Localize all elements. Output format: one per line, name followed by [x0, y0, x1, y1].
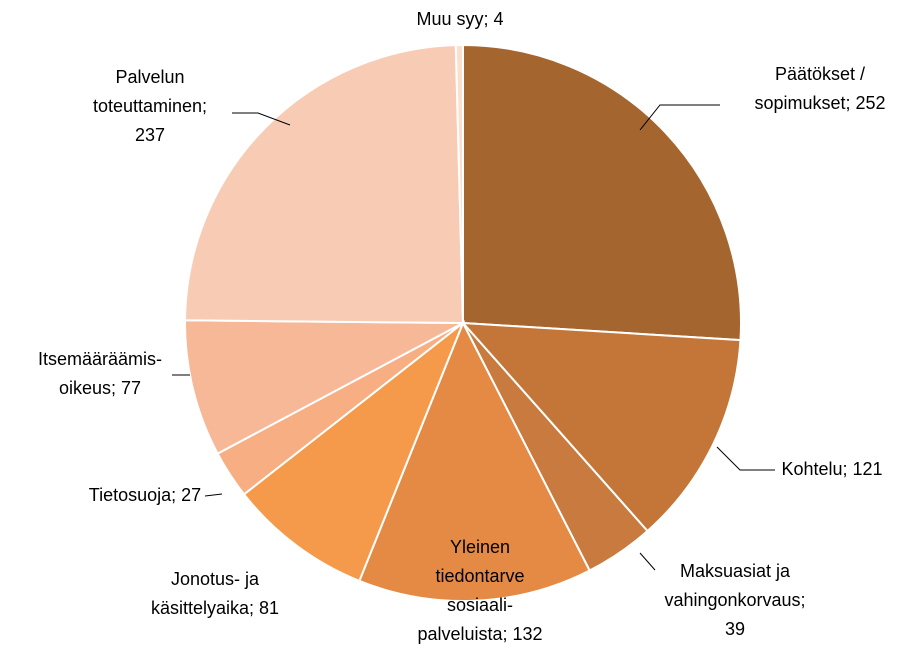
- leader-line: [232, 112, 291, 126]
- pie-slice: [454, 43, 464, 324]
- pie-slice: [358, 320, 591, 602]
- value-label: 132: [513, 624, 543, 644]
- pie-slice: [184, 319, 464, 455]
- label-line: Tietosuoja;: [89, 485, 176, 505]
- category-label: Palvelun toteuttaminen;: [93, 67, 207, 116]
- leader-line: [639, 104, 720, 131]
- category-label: Kohtelu;: [781, 459, 847, 479]
- value-label: 27: [181, 485, 201, 505]
- pie-slice: [184, 44, 465, 325]
- pie-slice: [242, 319, 466, 583]
- label-line: Yleinen: [450, 537, 510, 557]
- data-label: Yleinen tiedontarve sosiaali-palveluista; 1…: [417, 537, 542, 644]
- label-line: sopimukset;: [754, 93, 850, 113]
- data-label: Maksuasiat ja vahingonkorvaus; 39: [664, 561, 805, 639]
- label-line: Jonotus- ja: [171, 569, 260, 589]
- category-label: Jonotus- ja käsittelyaika;: [151, 569, 260, 618]
- label-line: sosiaali-: [447, 595, 513, 615]
- category-label: Tietosuoja;: [89, 485, 176, 505]
- data-label: Muu syy; 4: [416, 9, 503, 29]
- leader-line: [639, 552, 656, 571]
- label-line: Muu syy;: [416, 9, 488, 29]
- label-line: Kohtelu;: [781, 459, 847, 479]
- category-label: Yleinen tiedontarve sosiaali-palveluista;: [417, 537, 524, 644]
- label-line: käsittelyaika;: [151, 598, 254, 618]
- category-label: Muu syy;: [416, 9, 488, 29]
- value-label: 81: [259, 598, 279, 618]
- pie-slice: [462, 43, 742, 342]
- value-label: 121: [853, 459, 883, 479]
- category-label: Päätökset / sopimukset;: [754, 64, 865, 113]
- data-label: Itsemääräämis-oikeus; 77: [38, 349, 162, 398]
- value-label: 39: [725, 619, 745, 639]
- label-line: vahingonkorvaus;: [664, 590, 805, 610]
- label-line: Maksuasiat ja: [680, 561, 791, 581]
- value-label: 252: [856, 93, 886, 113]
- data-label: Tietosuoja; 27: [89, 485, 201, 505]
- label-line: tiedontarve: [435, 566, 524, 586]
- leader-line: [204, 493, 223, 497]
- leader-line: [716, 446, 775, 471]
- pie-slice: [460, 321, 742, 533]
- label-line: palveluista;: [417, 624, 507, 644]
- data-label: Kohtelu; 121: [781, 459, 882, 479]
- data-label: Päätökset / sopimukset; 252: [754, 64, 885, 113]
- value-label: 77: [121, 378, 141, 398]
- label-line: oikeus;: [59, 378, 116, 398]
- label-line: toteuttaminen;: [93, 96, 207, 116]
- label-line: Itsemääräämis-: [38, 349, 162, 369]
- category-label: Maksuasiat ja vahingonkorvaus;: [664, 561, 805, 610]
- value-label: 237: [135, 125, 165, 145]
- category-label: Itsemääräämis-oikeus;: [38, 349, 162, 398]
- value-label: 4: [494, 9, 504, 29]
- label-line: Palvelun: [115, 67, 184, 87]
- data-label: Palvelun toteuttaminen; 237: [93, 67, 207, 145]
- data-label: Jonotus- ja käsittelyaika; 81: [151, 569, 279, 618]
- label-line: Päätökset /: [775, 64, 865, 84]
